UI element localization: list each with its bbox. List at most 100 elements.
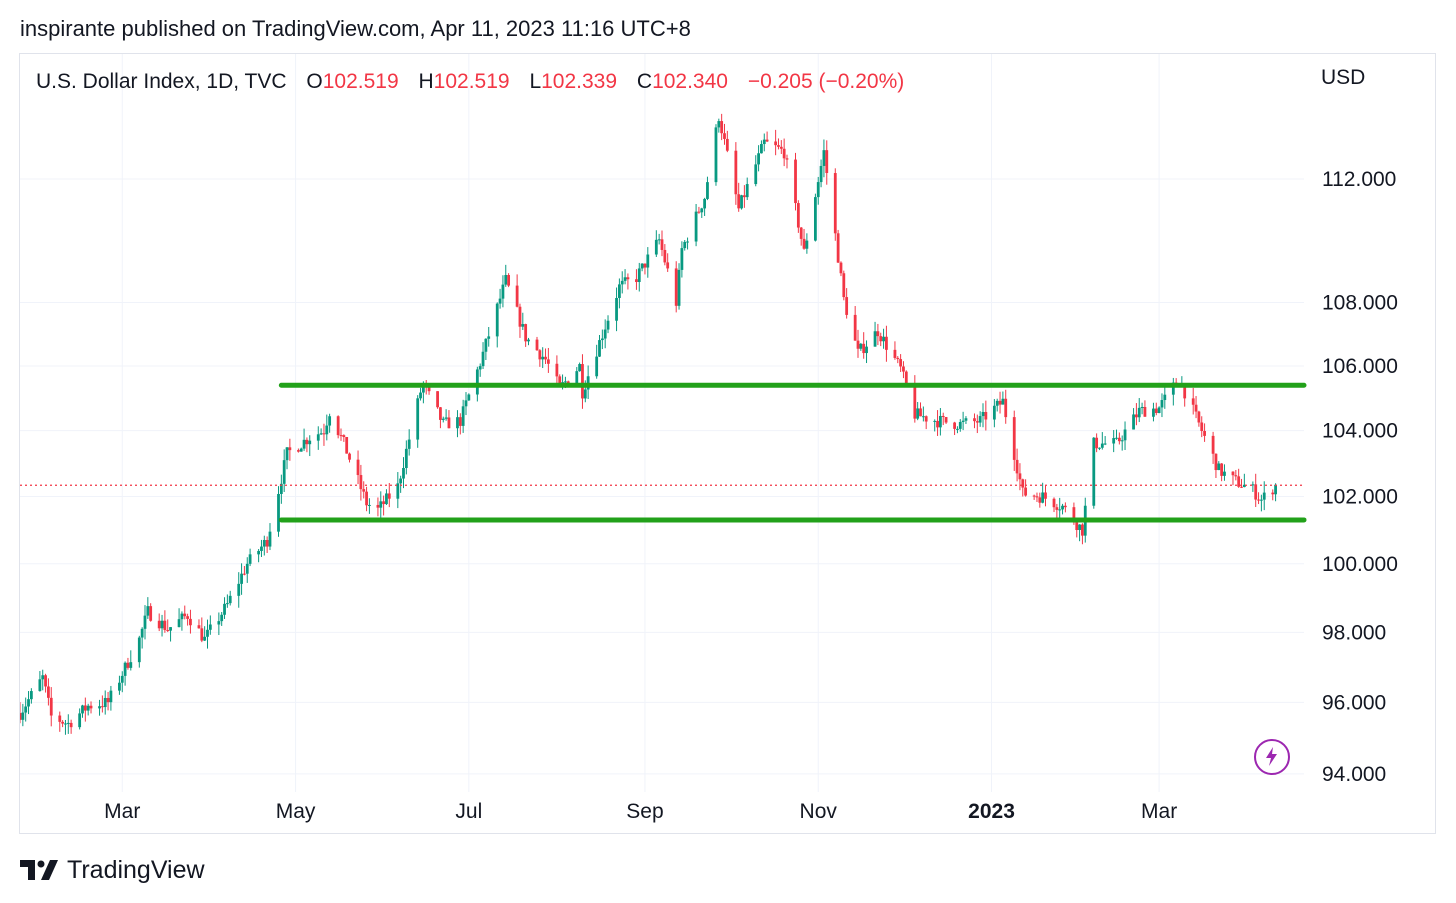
candle xyxy=(103,690,107,715)
candle xyxy=(44,673,47,693)
candle xyxy=(305,437,309,453)
candle xyxy=(876,323,880,346)
candle xyxy=(248,548,252,567)
candle xyxy=(1211,431,1215,464)
candle xyxy=(1044,485,1047,507)
y-tick-label: 94.000 xyxy=(1322,763,1386,786)
candle xyxy=(163,610,167,633)
candle xyxy=(546,347,550,373)
candle xyxy=(981,403,985,428)
candle xyxy=(683,239,687,251)
candle xyxy=(203,626,207,642)
candle xyxy=(640,263,644,272)
candle xyxy=(1098,447,1101,451)
candle xyxy=(1012,410,1016,471)
candle xyxy=(706,176,709,201)
candles xyxy=(20,113,1277,735)
candle xyxy=(279,474,283,504)
candle xyxy=(467,393,471,401)
candle xyxy=(100,695,104,713)
candle xyxy=(245,557,249,583)
candle xyxy=(478,363,482,377)
candle xyxy=(1163,386,1167,409)
candle xyxy=(41,669,45,691)
candle xyxy=(785,154,789,169)
candle xyxy=(137,635,141,668)
candle xyxy=(362,481,366,499)
candle xyxy=(555,355,559,384)
y-tick-label: 102.000 xyxy=(1322,486,1398,509)
candle xyxy=(714,124,718,186)
candle xyxy=(802,228,806,250)
chart-panel[interactable]: 94.000 96.000 98.000 100.000 102.000 104.000 1… xyxy=(19,53,1436,834)
candle xyxy=(1140,402,1144,415)
candle xyxy=(58,711,62,732)
candle xyxy=(899,354,903,372)
candle xyxy=(975,414,979,434)
candle xyxy=(1035,492,1039,503)
candle xyxy=(285,447,289,470)
candle xyxy=(961,411,965,431)
candle xyxy=(402,457,405,489)
candle xyxy=(69,719,73,734)
candle xyxy=(416,395,420,448)
candle xyxy=(703,197,707,216)
candle xyxy=(1197,410,1201,427)
candle xyxy=(737,182,741,212)
candle xyxy=(1132,408,1135,430)
candle xyxy=(538,349,542,367)
candle xyxy=(893,341,897,360)
candle xyxy=(447,410,451,429)
candle xyxy=(316,426,320,450)
x-tick-label: Sep xyxy=(626,800,663,823)
footer-brand[interactable]: TradingView xyxy=(20,856,205,884)
candle xyxy=(1223,464,1226,481)
candle xyxy=(933,419,937,432)
price-chart[interactable]: 94.000 96.000 98.000 100.000 102.000 104.000 1… xyxy=(20,54,1435,833)
candle xyxy=(379,491,383,520)
candle xyxy=(1160,393,1164,418)
candle xyxy=(1217,461,1221,471)
candle xyxy=(109,685,113,711)
candle xyxy=(725,130,729,153)
candle xyxy=(666,253,670,272)
candle xyxy=(20,702,22,724)
candle xyxy=(1214,453,1218,478)
candle xyxy=(407,429,411,456)
candle xyxy=(697,206,701,214)
y-tick-label: 104.000 xyxy=(1322,420,1398,443)
candle xyxy=(617,278,621,309)
candle xyxy=(936,410,939,436)
candle xyxy=(146,597,150,619)
candle xyxy=(368,498,371,514)
x-tick-label: Nov xyxy=(800,800,838,823)
candle xyxy=(356,450,360,485)
candle xyxy=(1115,429,1118,440)
candle xyxy=(106,691,110,711)
candle xyxy=(47,678,50,706)
candle xyxy=(149,603,153,622)
candle xyxy=(223,597,226,619)
candle xyxy=(1078,524,1081,542)
candle xyxy=(359,464,363,501)
candle xyxy=(799,227,803,246)
candle xyxy=(845,288,849,319)
candle xyxy=(302,428,306,451)
candle xyxy=(1200,416,1204,438)
candle xyxy=(166,619,170,633)
change-value: −0.205 (−0.20%) xyxy=(747,70,905,93)
candle xyxy=(461,399,465,433)
candle xyxy=(938,408,942,436)
lightning-bolt-button[interactable] xyxy=(1254,739,1290,775)
candle xyxy=(1271,489,1275,501)
candle xyxy=(504,264,508,287)
candle xyxy=(885,325,888,362)
candle xyxy=(765,131,769,143)
candle xyxy=(495,302,499,348)
candle xyxy=(1194,396,1198,419)
candle xyxy=(677,263,681,310)
candle xyxy=(813,193,817,242)
y-tick-label: 100.000 xyxy=(1322,553,1398,576)
candle xyxy=(984,400,988,431)
candle xyxy=(120,671,124,693)
